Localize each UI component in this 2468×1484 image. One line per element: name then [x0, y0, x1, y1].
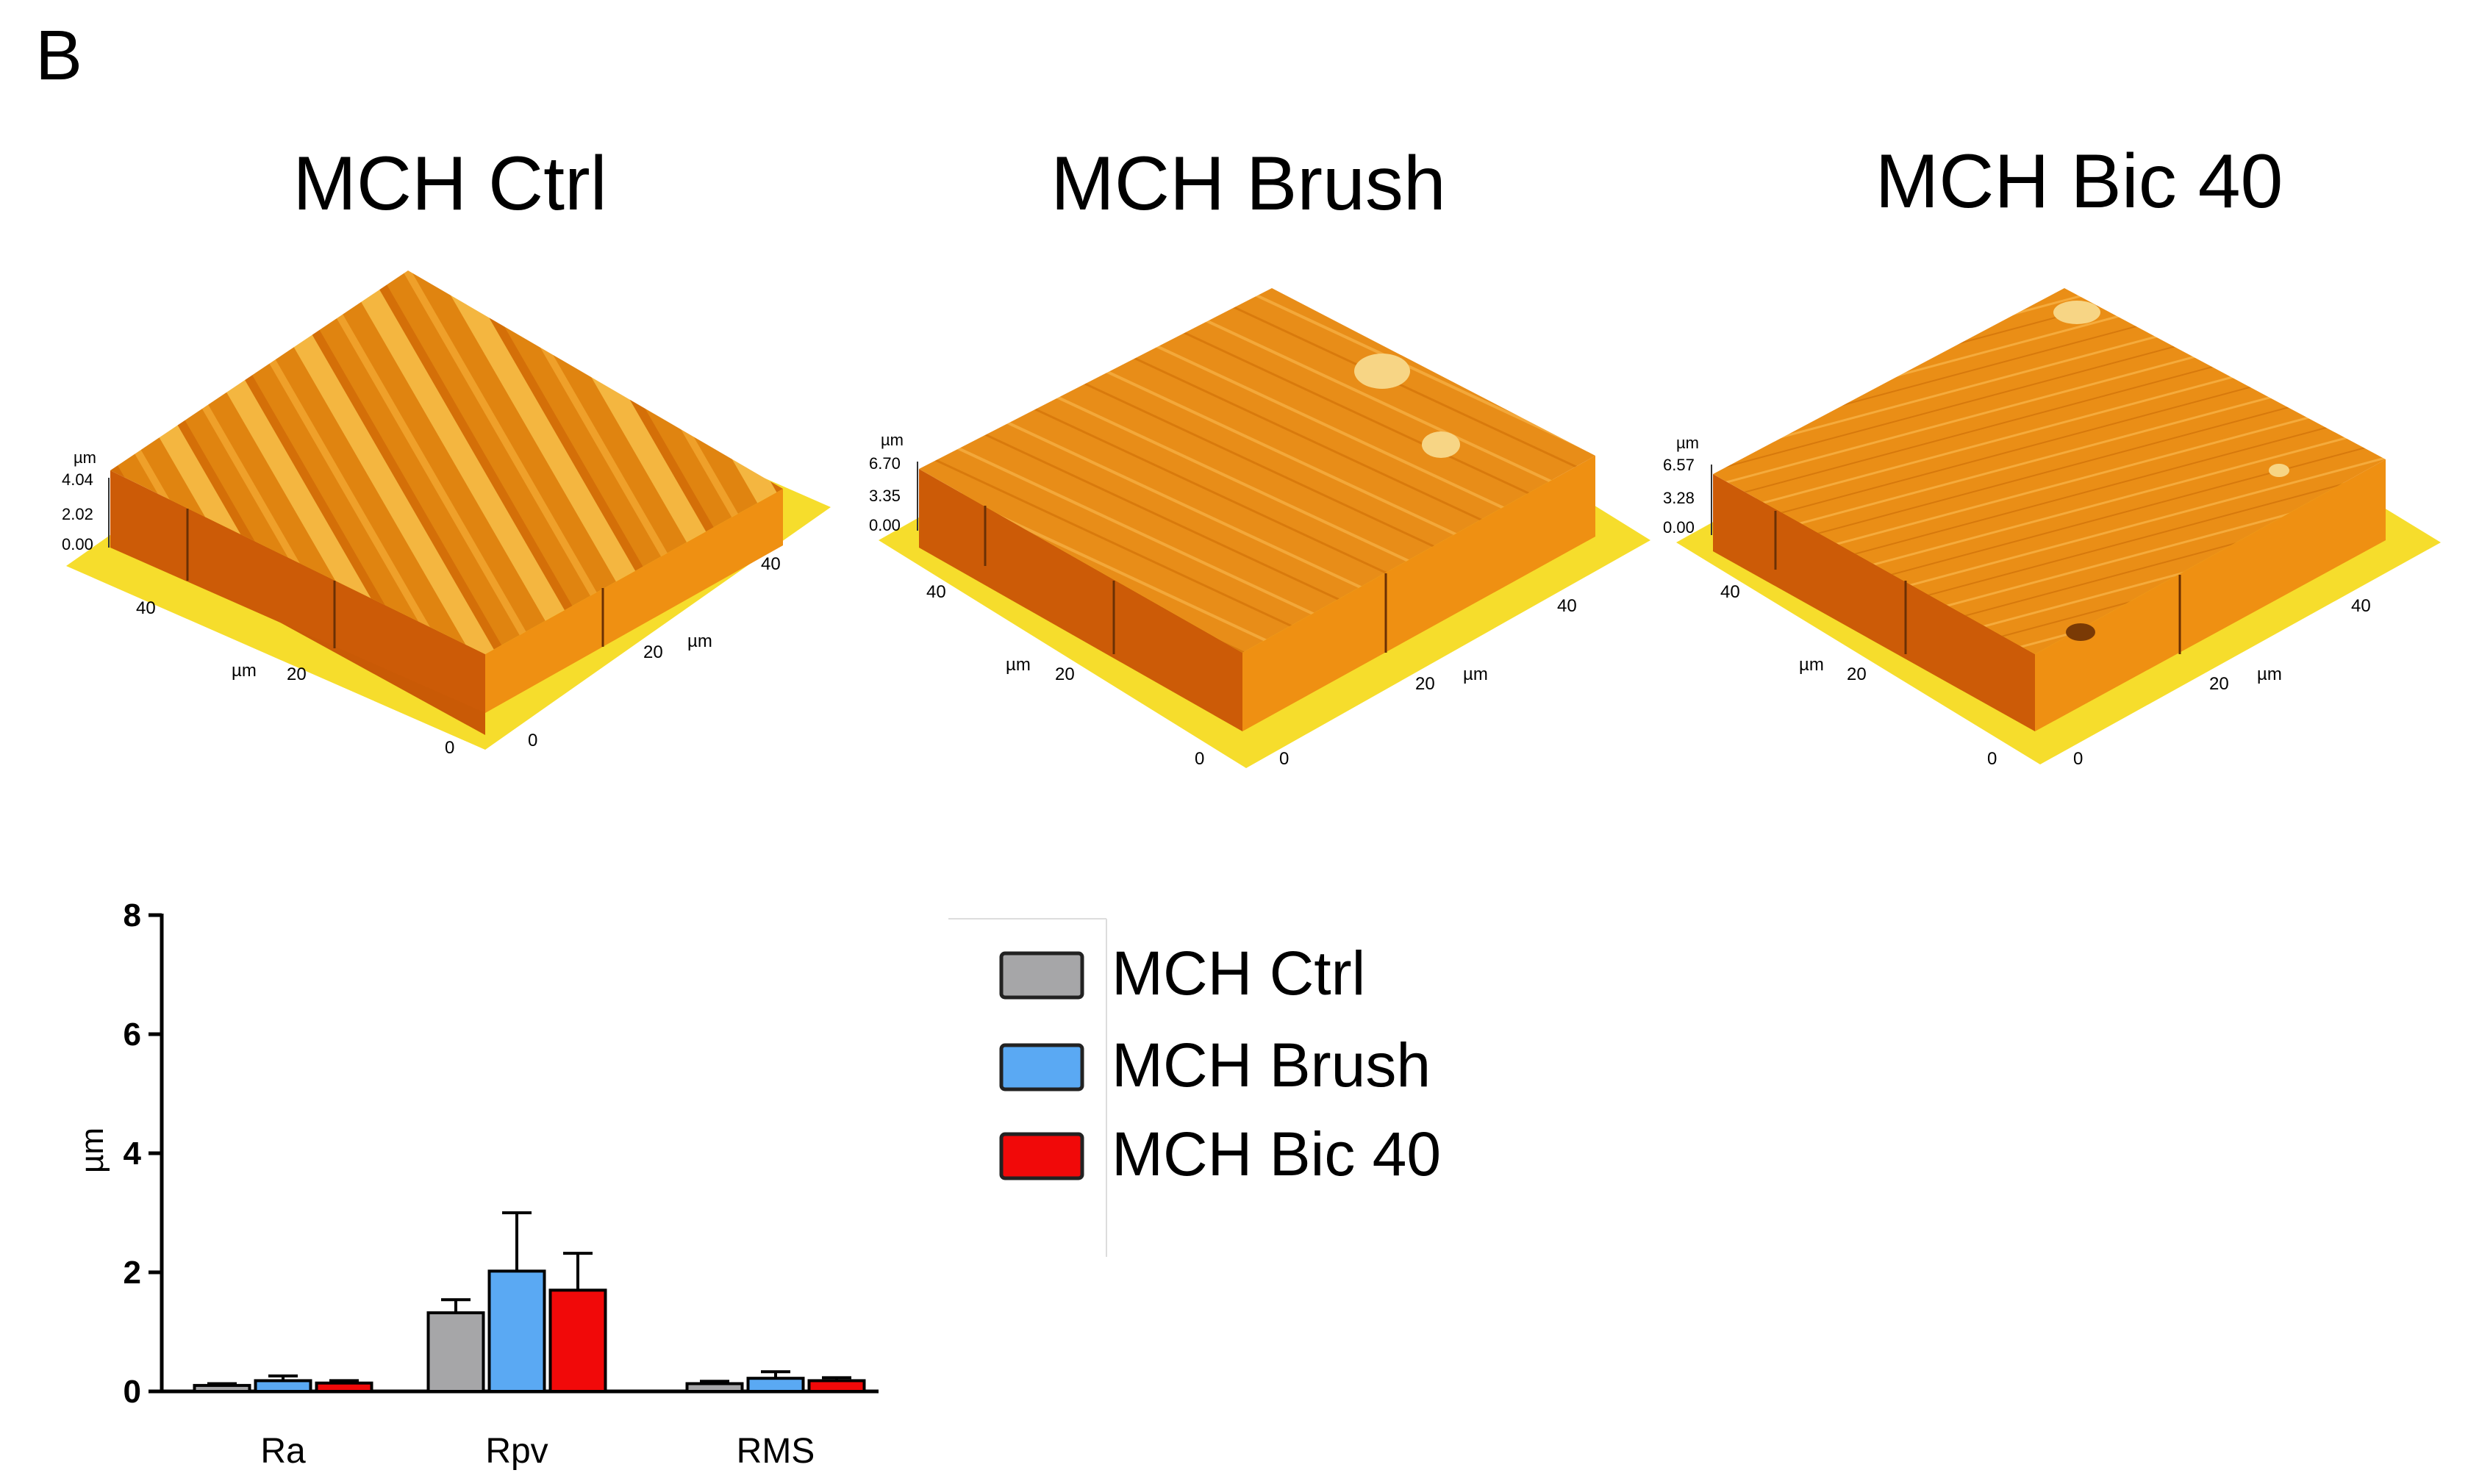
z-tick: 6.70: [869, 454, 901, 473]
bar: [807, 1379, 866, 1394]
y-unit: µm: [1463, 664, 1488, 684]
z-unit: µm: [1676, 434, 1699, 452]
afm-particle: [2269, 464, 2289, 477]
x-unit: µm: [232, 661, 257, 681]
bar: [685, 1382, 744, 1393]
x-tick: 0: [1987, 749, 1997, 769]
afm-particle: [1354, 354, 1410, 389]
legend-label: MCH Bic 40: [1112, 1119, 1441, 1189]
afm-side-right: [1242, 456, 1595, 731]
afm-top-surface: [110, 270, 783, 654]
bar: [548, 1288, 607, 1394]
z-tick: 3.28: [1663, 489, 1695, 507]
y-tick-label: 0: [124, 1374, 141, 1410]
afm-panel-ctrl: MCH Ctrl µm 4.04 2.02 0.00 0 20 40 µm 0 …: [62, 141, 831, 758]
x-tick: 40: [1720, 582, 1740, 602]
x-tick-label: RMS: [737, 1432, 815, 1471]
afm-side-right: [485, 489, 783, 713]
bar: [254, 1379, 312, 1394]
afm-particle: [1422, 431, 1460, 458]
afm-side-left-face: [110, 470, 485, 713]
x-tick-label: Rpv: [485, 1432, 548, 1471]
z-tick: 2.02: [62, 505, 93, 523]
bar: [746, 1377, 805, 1394]
panel-label: B: [35, 16, 82, 95]
x-unit: µm: [1006, 655, 1031, 675]
bar: [315, 1381, 373, 1394]
bar: [487, 1269, 546, 1393]
afm-side-right: [2035, 459, 2386, 731]
z-tick: 3.35: [869, 487, 901, 505]
bar: [193, 1383, 251, 1394]
z-tick: 0.00: [62, 535, 93, 553]
z-tick: 4.04: [62, 470, 93, 489]
x-tick: 40: [926, 582, 946, 602]
bar: [426, 1311, 485, 1393]
y-tick: 40: [2351, 596, 2371, 616]
x-unit: µm: [1799, 655, 1824, 675]
afm-panel-bic40: MCH Bic 40 µm 6.57 3.28 0.00 0 20 40 µm …: [1663, 139, 2441, 769]
legend-label: MCH Ctrl: [1112, 939, 1365, 1008]
y-unit: µm: [2257, 664, 2282, 684]
y-tick-label: 2: [124, 1255, 141, 1291]
y-axis-label: µm: [74, 1128, 110, 1173]
afm-title: MCH Bic 40: [1875, 139, 2283, 224]
afm-title: MCH Brush: [1051, 141, 1445, 226]
y-tick-label: 4: [124, 1136, 142, 1172]
y-unit: µm: [687, 631, 712, 651]
x-tick: 0: [1195, 749, 1204, 769]
y-tick: 0: [2073, 749, 2083, 769]
afm-top-surface: [1713, 288, 2386, 654]
bar-chart: µm 0 2 4 6 8 Ra Rpv RMS: [74, 897, 879, 1471]
legend-swatch: [999, 1132, 1084, 1180]
y-tick: 20: [643, 642, 663, 662]
legend-label: MCH Brush: [1112, 1030, 1431, 1100]
z-tick: 6.57: [1663, 456, 1695, 474]
y-tick: 40: [761, 554, 781, 574]
x-tick: 0: [445, 738, 454, 758]
legend-swatch: [999, 1043, 1084, 1092]
y-tick-label: 6: [124, 1017, 141, 1053]
afm-side-left-face: [1713, 474, 2035, 731]
z-unit: µm: [74, 448, 96, 467]
y-tick: 20: [2209, 674, 2229, 694]
z-tick: 0.00: [1663, 518, 1695, 537]
x-tick: 20: [1055, 664, 1075, 684]
legend-swatch: [999, 951, 1084, 1000]
y-tick: 0: [1279, 749, 1289, 769]
afm-side-left-face: [919, 469, 1242, 731]
z-tick: 0.00: [869, 516, 901, 534]
afm-top-surface: [919, 288, 1595, 653]
afm-particle: [2053, 301, 2100, 324]
x-tick: 20: [287, 664, 307, 684]
afm-panel-brush: MCH Brush µm 6.70 3.35 0.00 0 20 40 µm 0…: [869, 141, 1650, 769]
y-tick: 40: [1557, 596, 1577, 616]
z-unit: µm: [881, 431, 904, 449]
legend: MCH Ctrl MCH Brush MCH Bic 40: [948, 918, 1441, 1257]
x-tick: 20: [1847, 664, 1867, 684]
afm-title: MCH Ctrl: [293, 141, 607, 226]
afm-particle: [2066, 623, 2095, 641]
y-tick: 0: [528, 731, 537, 750]
x-tick: 40: [136, 598, 156, 618]
x-tick-label: Ra: [260, 1432, 306, 1471]
y-tick: 20: [1415, 674, 1435, 694]
y-tick-label: 8: [124, 897, 141, 933]
